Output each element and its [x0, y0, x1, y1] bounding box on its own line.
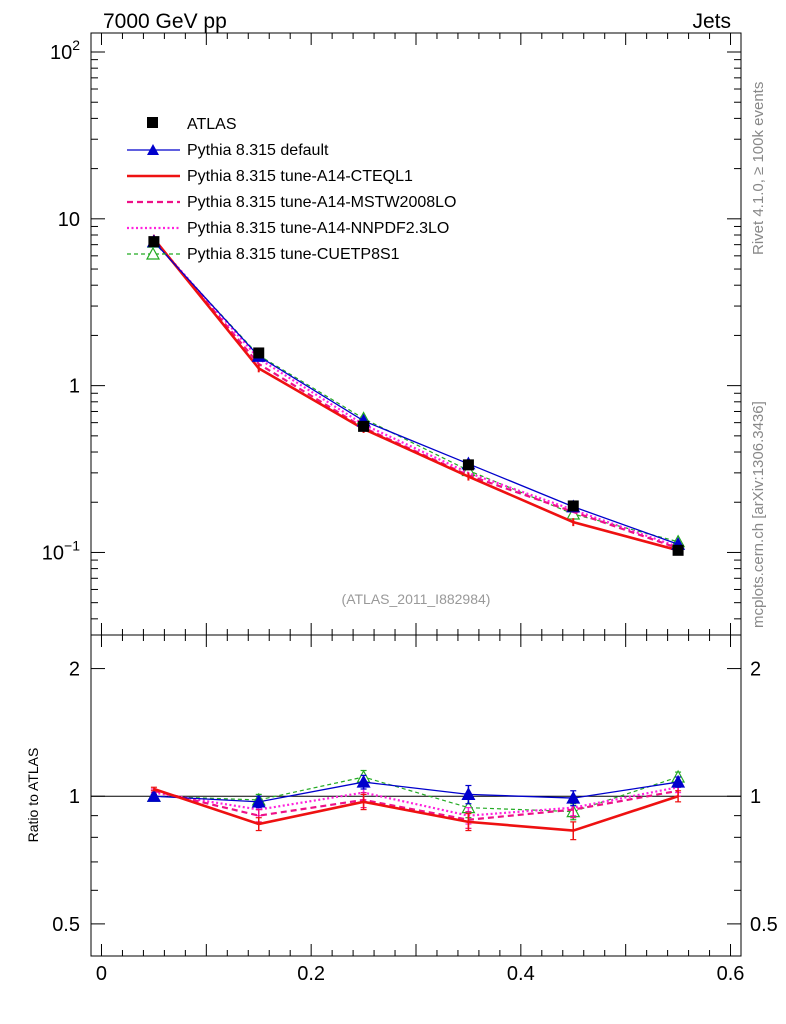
ratio-point-default: [671, 774, 686, 788]
main-panel: 10−1 1 10 102 (ATLAS_2011_I882984) ATLAS Py…: [42, 32, 742, 636]
ratio-point-default: [251, 794, 266, 808]
series-cteql1: [152, 234, 680, 555]
x-tick-label: 0.2: [297, 963, 325, 985]
ratio-line-cteql1: [153, 787, 679, 832]
series-cuetp: [146, 234, 686, 548]
y-tick-label-right: 1: [750, 786, 761, 808]
legend-label-mstw: Pythia 8.315 tune-A14-MSTW2008LO: [187, 194, 456, 211]
x-tick-label: 0.6: [717, 963, 745, 985]
series-line-default: [153, 241, 679, 545]
data-point-atlas: [358, 420, 370, 432]
main-axis-ticks: [91, 33, 741, 635]
ratio-axis-ticks: [91, 635, 741, 956]
ratio-plot-frame: [90, 634, 742, 957]
data-point-atlas: [253, 347, 265, 359]
legend-label-default: Pythia 8.315 default: [187, 142, 329, 159]
y-tick-label: 10: [58, 209, 80, 231]
legend-label-cuetp: Pythia 8.315 tune-CUETP8S1: [187, 246, 400, 263]
series-line-cteql1: [152, 237, 679, 552]
main-y-tick-labels: 10−1 1 10 102: [42, 37, 80, 564]
legend-open-triangle-marker: [145, 246, 161, 260]
ratio-series-cteql1: [150, 786, 682, 841]
ratio-point-default: [566, 790, 581, 804]
collision-energy-title: 7000 GeV pp: [103, 10, 227, 33]
data-point-atlas: [672, 544, 684, 556]
legend-item-atlas: ATLAS: [147, 116, 237, 133]
y-tick-label-right: 0.5: [750, 914, 778, 936]
legend-item-mstw: Pythia 8.315 tune-A14-MSTW2008LO: [127, 194, 456, 211]
y-tick-label: 1: [69, 786, 80, 808]
series-mstw: [153, 238, 679, 550]
legend-item-cteql1: Pythia 8.315 tune-A14-CTEQL1: [127, 168, 413, 185]
ratio-line-default: [153, 781, 679, 803]
ratio-line-mstw: [153, 789, 679, 821]
ratio-line-nnpdf: [153, 786, 679, 817]
y-tick-label: 2: [69, 659, 80, 681]
x-tick-labels: 0 0.2 0.4 0.6: [96, 963, 745, 985]
source-label: mcplots.cern.ch [arXiv:1306.3436]: [750, 401, 767, 628]
series-line-mstw: [153, 238, 679, 550]
y-tick-label: 0.5: [52, 914, 80, 936]
ratio-point-default: [356, 774, 371, 788]
data-point-atlas: [148, 236, 160, 248]
data-point-atlas: [567, 500, 579, 512]
series-line-cuetp: [153, 241, 679, 543]
jets-title: Jets: [692, 10, 731, 33]
legend-square-marker: [147, 117, 158, 128]
legend-label-nnpdf: Pythia 8.315 tune-A14-NNPDF2.3LO: [187, 220, 449, 237]
legend-label-cteql1: Pythia 8.315 tune-A14-CTEQL1: [187, 168, 413, 185]
series-line-nnpdf: [153, 239, 679, 548]
legend-item-default: Pythia 8.315 default: [127, 142, 329, 159]
analysis-annotation: (ATLAS_2011_I882984): [342, 591, 491, 607]
main-series: [146, 234, 686, 556]
data-point-atlas: [462, 459, 474, 471]
legend-triangle-marker: [147, 144, 159, 155]
legend: ATLAS Pythia 8.315 default Pythia 8.315 …: [127, 116, 456, 263]
series-nnpdf: [153, 239, 679, 548]
y-tick-label: 1: [69, 376, 80, 398]
ratio-y-axis-label: Ratio to ATLAS: [25, 748, 41, 843]
ratio-series-default: [146, 774, 686, 809]
legend-item-nnpdf: Pythia 8.315 tune-A14-NNPDF2.3LO: [127, 220, 449, 237]
ratio-point-default: [461, 787, 476, 801]
ratio-series: [146, 769, 686, 841]
legend-item-cuetp: Pythia 8.315 tune-CUETP8S1: [127, 246, 400, 263]
x-tick-label: 0.4: [507, 963, 535, 985]
y-tick-label-right: 2: [750, 659, 761, 681]
y-tick-label: 102: [50, 37, 80, 64]
series-default: [146, 234, 686, 550]
legend-label-atlas: ATLAS: [187, 116, 237, 133]
x-tick-label: 0: [96, 963, 107, 985]
ratio-y-tick-labels: 0.5 0.5 1 1 2 2: [52, 659, 778, 936]
series-atlas: [148, 236, 684, 556]
y-tick-label: 10−1: [42, 537, 80, 564]
rivet-label: Rivet 4.1.0, ≥ 100k events: [750, 82, 767, 255]
ratio-panel: 0.5 0.5 1 1 2 2 0 0.2 0.4 0.6 Ratio to ATLAS: [25, 634, 778, 985]
ratio-point-default: [146, 788, 161, 802]
